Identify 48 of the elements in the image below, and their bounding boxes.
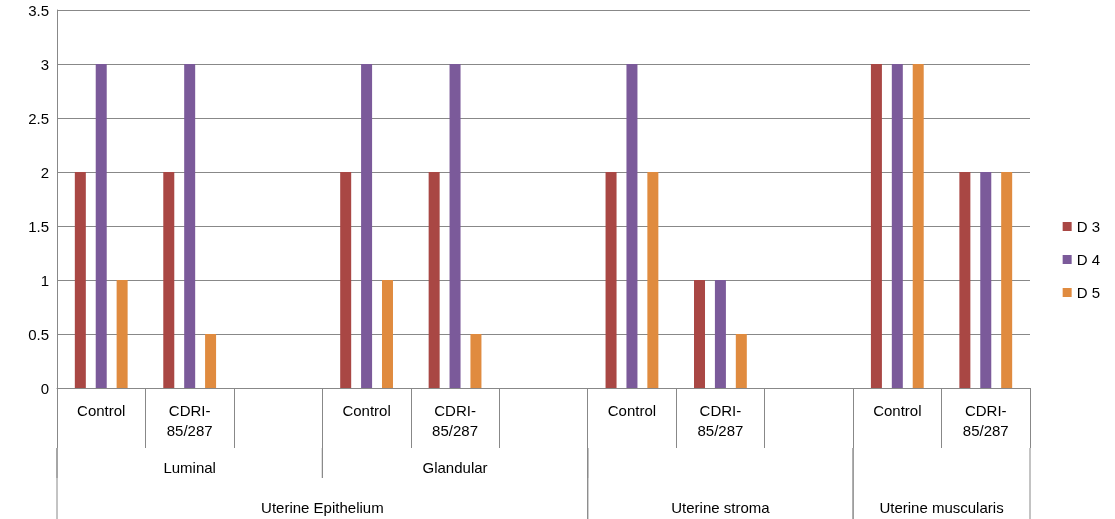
y-tick-label: 3.5 xyxy=(28,1,49,19)
bar xyxy=(449,64,461,388)
y-tick-label: 0 xyxy=(40,379,49,397)
bar xyxy=(74,172,86,388)
legend-label: D 3 xyxy=(1076,218,1100,235)
bar xyxy=(205,334,217,388)
legend-label: D 5 xyxy=(1076,284,1100,301)
x-tick-label: CDRI-85/287 xyxy=(432,401,478,439)
text: Uterine muscularis xyxy=(879,499,1004,516)
y-tick-label: 3 xyxy=(40,55,49,73)
bar xyxy=(1001,172,1013,388)
bar xyxy=(912,64,924,388)
y-tick-label: 2.5 xyxy=(28,109,49,127)
x-tick-label: CDRI-85/287 xyxy=(166,401,213,439)
bar xyxy=(714,280,726,388)
bar xyxy=(647,172,659,388)
x-tick-label: Control xyxy=(607,401,657,419)
text: Uterine Epithelium xyxy=(261,499,384,516)
bar xyxy=(605,172,617,388)
bar xyxy=(361,64,373,388)
bar xyxy=(340,172,352,388)
bar xyxy=(163,172,175,388)
bar xyxy=(116,280,128,388)
bar xyxy=(891,64,903,388)
bar xyxy=(184,64,196,388)
x-tick-label: Control xyxy=(873,401,922,419)
bar xyxy=(980,172,992,388)
bar xyxy=(959,172,971,388)
bar xyxy=(381,280,393,388)
legend-label: D 4 xyxy=(1076,251,1100,268)
x-tick-label: Control xyxy=(342,401,391,419)
y-tick-label: 1 xyxy=(40,271,49,289)
y-tick-label: 0.5 xyxy=(28,325,49,343)
bar xyxy=(470,334,482,388)
y-tick-label: 1.5 xyxy=(28,217,49,235)
bar xyxy=(428,172,440,388)
bar xyxy=(626,64,638,388)
bar xyxy=(95,64,107,388)
text: Glandular xyxy=(422,459,488,476)
x-tick-label: CDRI-85/287 xyxy=(697,401,744,439)
bar xyxy=(694,280,706,388)
x-tick-label: CDRI-85/287 xyxy=(962,401,1009,439)
bar xyxy=(735,334,747,388)
text: Uterine stroma xyxy=(671,499,771,516)
x-tick-label: Control xyxy=(77,401,126,419)
bar xyxy=(870,64,882,388)
y-tick-label: 2 xyxy=(40,163,49,181)
text: Luminal xyxy=(163,459,216,476)
